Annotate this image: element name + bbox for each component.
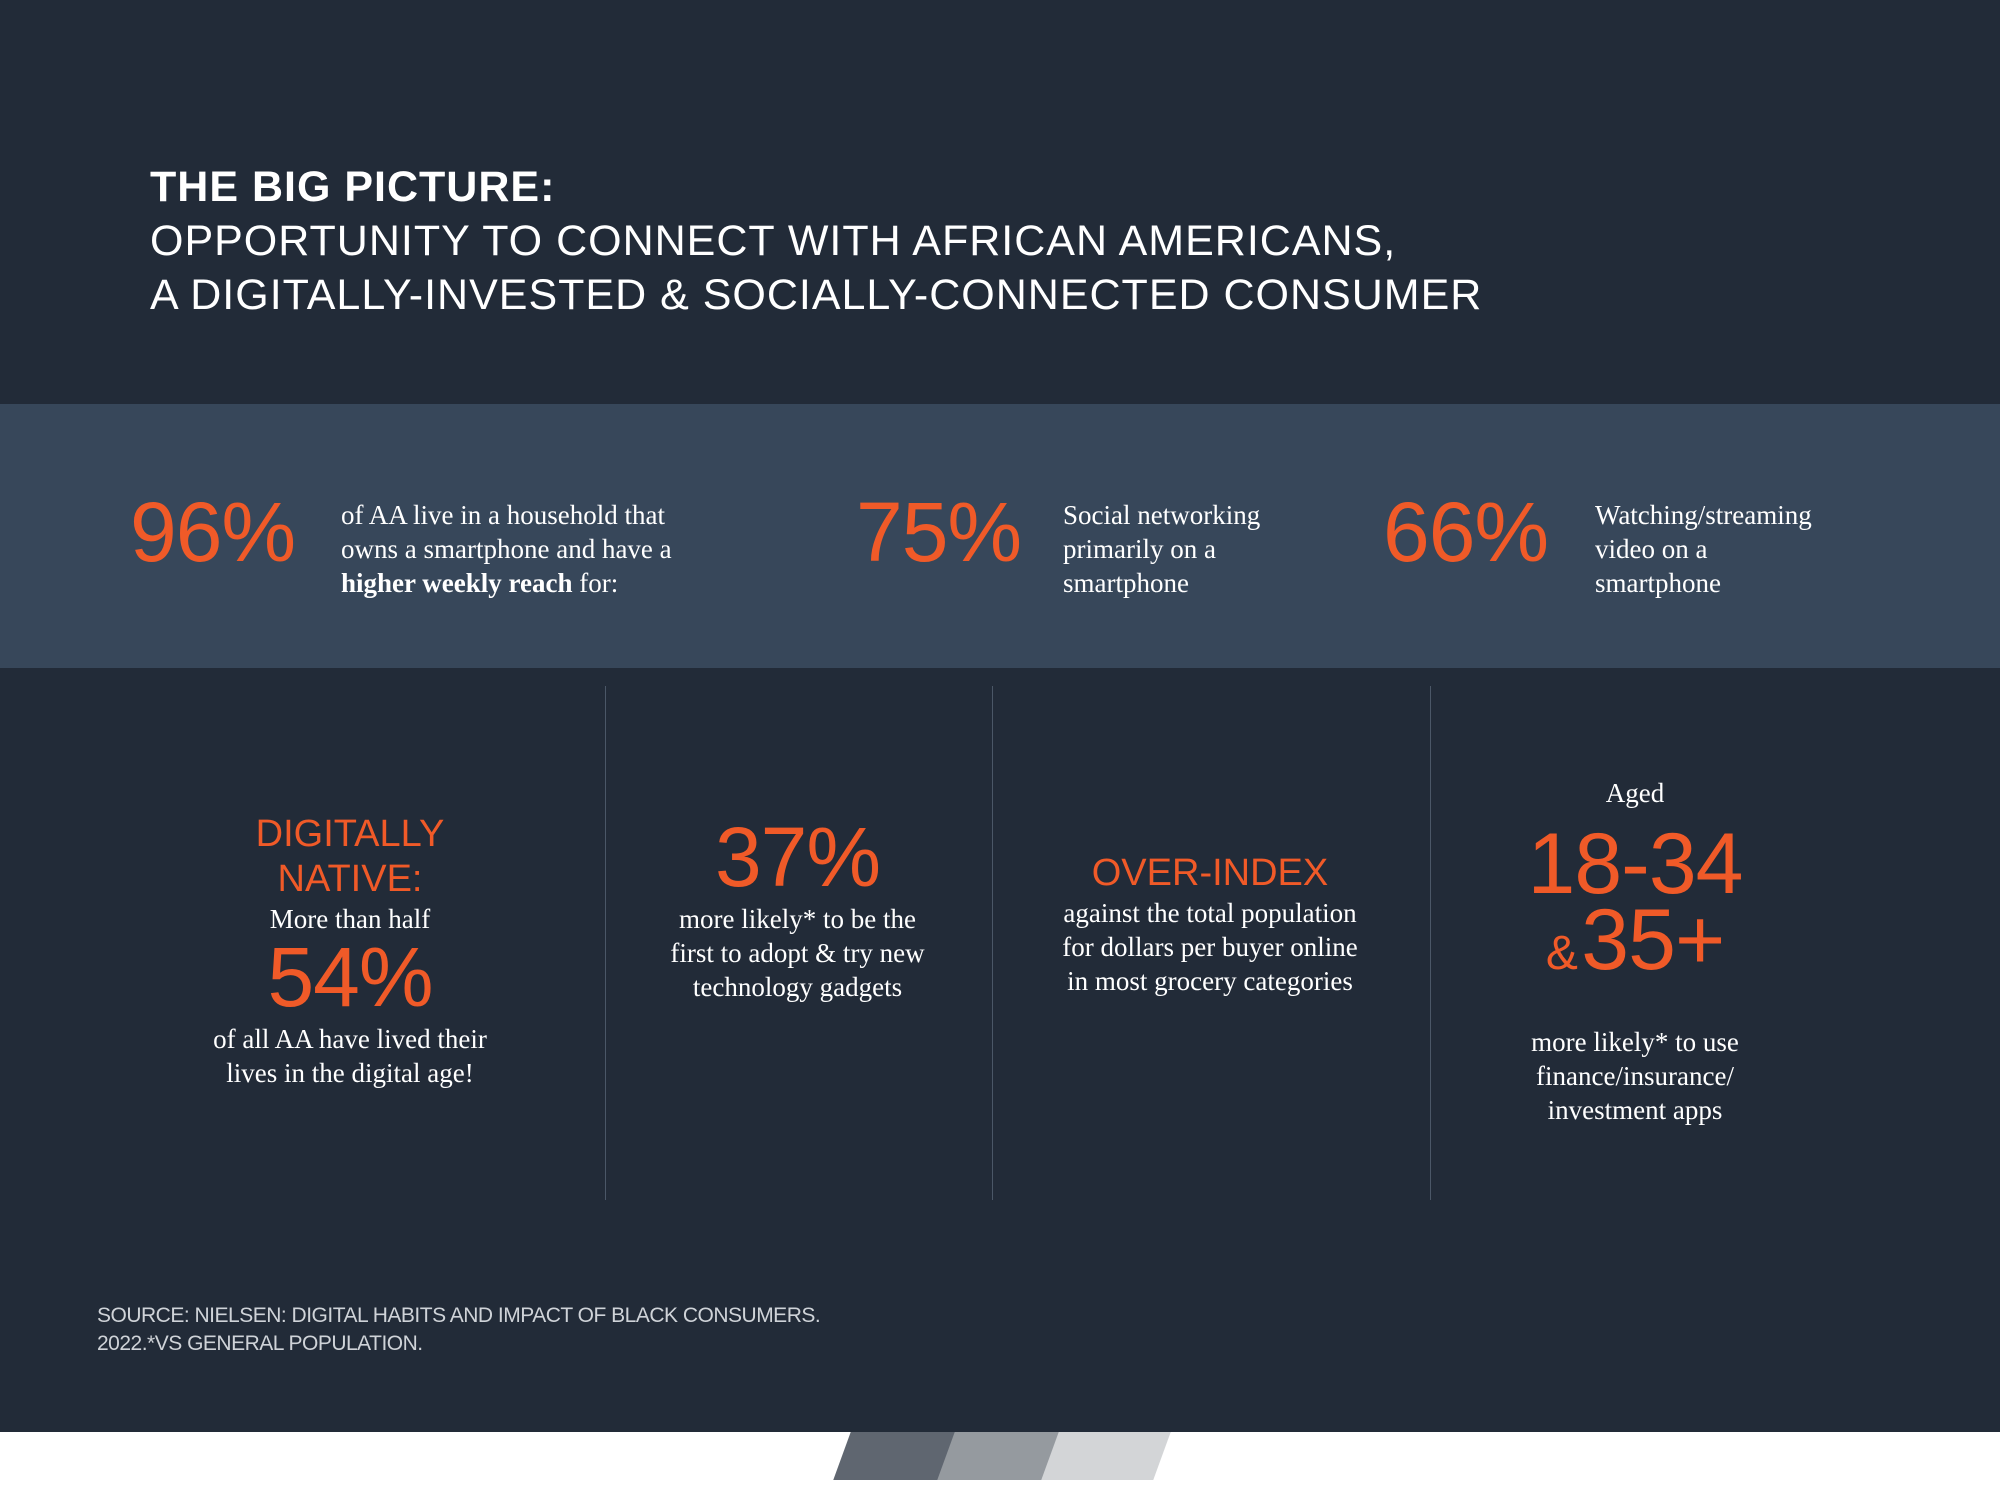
line: first to adopt & try new [670, 938, 925, 968]
value: 18-34 [1527, 816, 1744, 912]
title-heading: THE BIG PICTURE: [150, 163, 556, 211]
value: 35+ [1581, 892, 1725, 988]
page-background [0, 0, 2000, 1432]
heading: DIGITALLY [255, 813, 445, 855]
stats-band [0, 404, 2000, 668]
line: more likely* to be the [679, 904, 916, 934]
title-subline-2: A DIGITALLY-INVESTED & SOCIALLY-CONNECTE… [150, 271, 1483, 319]
subtext: Aged [1605, 778, 1665, 808]
line: smartphone [1063, 568, 1189, 598]
line: in most grocery categories [1067, 966, 1353, 996]
column-early-adopters: 37% more likely* to be the first to adop… [610, 812, 985, 1004]
stat-96-value: 96% [130, 485, 296, 579]
ampersand: & [1545, 927, 1578, 980]
column-divider [605, 686, 606, 1200]
source-line: 2022.*VS GENERAL POPULATION. [97, 1332, 423, 1355]
line: of all AA have lived their [213, 1024, 487, 1054]
line: smartphone [1595, 568, 1721, 598]
line: Watching/streaming [1595, 500, 1812, 530]
line: for dollars per buyer online [1062, 932, 1358, 962]
heading: OVER-INDEX [1091, 852, 1329, 894]
title-subline-1: OPPORTUNITY TO CONNECT WITH AFRICAN AMER… [150, 217, 1397, 265]
value: 37% [714, 810, 881, 904]
stat-96-bold: higher weekly reach [341, 568, 573, 598]
stat-66-text: Watching/streaming video on a smartphone [1595, 498, 1812, 600]
line: investment apps [1547, 1095, 1723, 1125]
line: lives in the digital age! [226, 1058, 474, 1088]
stat-96-line: owns a smartphone and have a [341, 534, 672, 564]
column-divider [1430, 686, 1431, 1200]
column-divider [992, 686, 993, 1200]
stat-75-text: Social networking primarily on a smartph… [1063, 498, 1260, 600]
heading: NATIVE: [277, 858, 423, 900]
stat-66-value: 66% [1383, 485, 1549, 579]
line: video on a [1595, 534, 1708, 564]
stat-75-value: 75% [856, 485, 1022, 579]
subtext: More than half [269, 904, 431, 934]
stat-96-text: of AA live in a household that owns a sm… [341, 498, 672, 600]
line: Social networking [1063, 500, 1261, 530]
column-over-index: OVER-INDEX against the total population … [995, 850, 1425, 998]
column-digitally-native: DIGITALLY NATIVE: More than half 54% of … [150, 812, 550, 1090]
source-line: SOURCE: NIELSEN: DIGITAL HABITS AND IMPA… [97, 1304, 821, 1327]
line: against the total population [1063, 898, 1357, 928]
line: primarily on a [1063, 534, 1216, 564]
line: technology gadgets [692, 972, 903, 1002]
source-note: SOURCE: NIELSEN: DIGITAL HABITS AND IMPA… [97, 1302, 821, 1358]
stat-96-line: of AA live in a household that [341, 500, 665, 530]
value: 54% [267, 930, 433, 1024]
decorative-stripe [1041, 1432, 1171, 1480]
column-age-groups: Aged 18-34 & 35+ more likely* to use fin… [1435, 776, 1835, 1127]
line: finance/insurance/ [1536, 1061, 1734, 1091]
stat-96-tail: for: [572, 568, 619, 598]
line: more likely* to use [1531, 1027, 1739, 1057]
